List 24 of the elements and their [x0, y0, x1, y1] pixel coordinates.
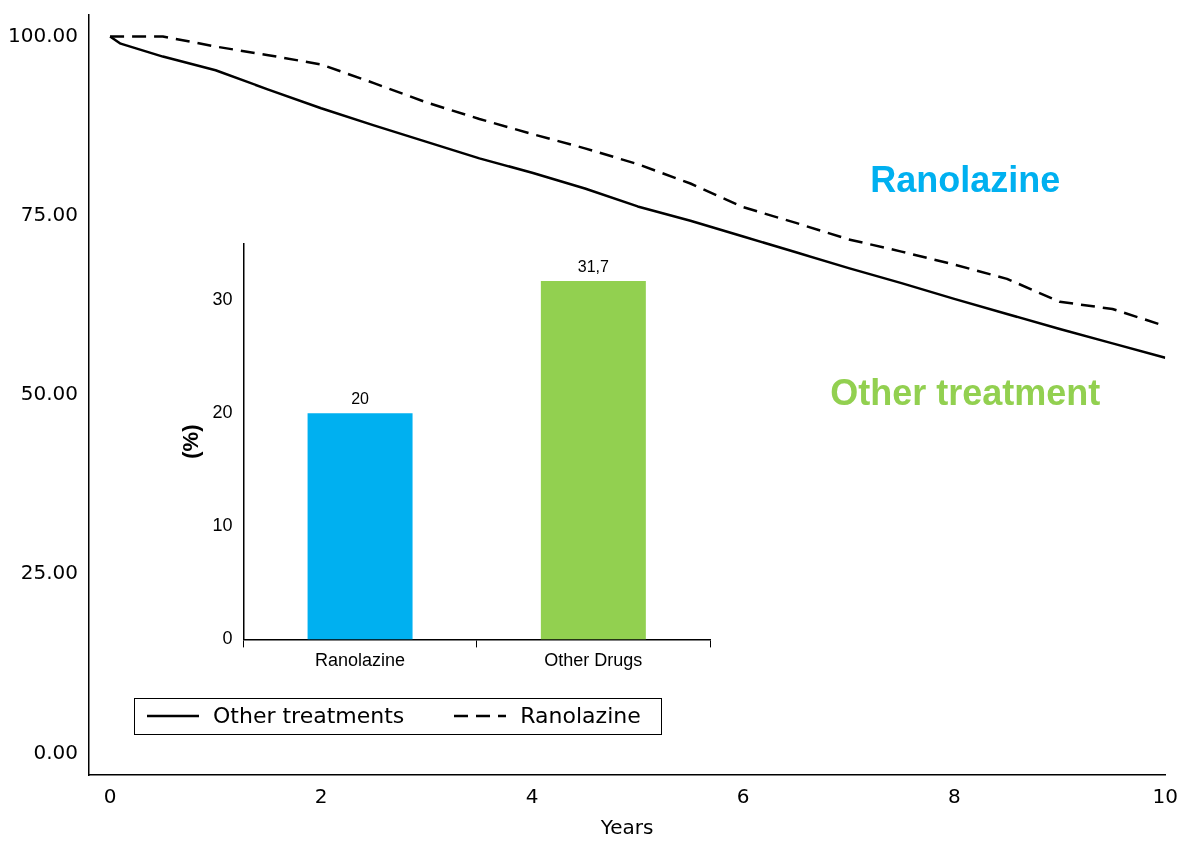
y-tick-label: 25.00 [20, 560, 78, 585]
x-tick-label: 6 [736, 784, 750, 809]
annotation: Other treatment [830, 371, 1101, 413]
y-tick-label: 0 [222, 628, 233, 649]
data-label: 20 [351, 389, 370, 407]
data-label: 31,7 [577, 257, 610, 275]
y-tick-label: 0.00 [33, 739, 78, 764]
y-tick-label: 10 [212, 515, 233, 536]
y-tick-label: 20 [212, 402, 233, 423]
annotation: Ranolazine [870, 159, 1061, 201]
x-tick-label: 8 [947, 784, 961, 809]
x-tick-label: Other Drugs [544, 650, 643, 671]
x-tick-label: 0 [103, 784, 117, 809]
x-axis-title: Years [599, 815, 654, 840]
y-tick-label: 50.00 [20, 381, 78, 406]
x-tick-label: 4 [525, 784, 539, 809]
x-tick-label: 2 [314, 784, 328, 809]
y-tick-label: 30 [212, 289, 233, 310]
legend-label: Other treatments [213, 703, 405, 728]
x-tick-label: 10 [1152, 784, 1178, 809]
y-axis-title: (%) [178, 424, 204, 459]
legend-label: Ranolazine [520, 703, 641, 728]
y-tick-label: 75.00 [20, 201, 78, 226]
y-tick-label: 100.00 [8, 22, 78, 47]
